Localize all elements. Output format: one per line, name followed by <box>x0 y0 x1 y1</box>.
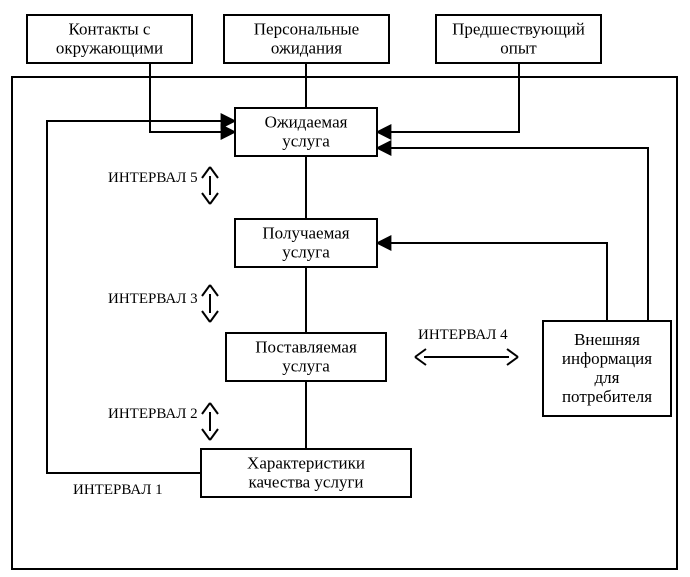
label-i2: ИНТЕРВАЛ 2 <box>108 406 198 422</box>
node-personal-line1: ожидания <box>271 39 342 58</box>
node-contacts-line1: окружающими <box>56 39 163 58</box>
node-received: Получаемаяуслуга <box>235 219 377 267</box>
darrow-i4 <box>415 349 518 365</box>
node-external: Внешняяинформациядляпотребителя <box>543 321 671 416</box>
node-prior: Предшествующийопыт <box>436 15 601 63</box>
darrow-i5 <box>202 167 218 204</box>
node-prior-line0: Предшествующий <box>452 20 585 39</box>
node-prior-line1: опыт <box>500 39 537 58</box>
node-external-line2: для <box>595 368 620 387</box>
node-received-line0: Получаемая <box>262 224 349 243</box>
node-expected-line0: Ожидаемая <box>265 113 348 132</box>
node-contacts: Контакты сокружающими <box>27 15 192 63</box>
node-delivered-line0: Поставляемая <box>255 338 357 357</box>
edge-prior-expected <box>377 63 519 132</box>
node-quality-line1: качества услуги <box>248 473 363 492</box>
node-external-line3: потребителя <box>562 387 652 406</box>
node-personal: Персональныеожидания <box>224 15 389 63</box>
label-i3: ИНТЕРВАЛ 3 <box>108 291 198 307</box>
darrow-i3 <box>202 285 218 322</box>
diagram-canvas: Контакты сокружающими Персональныеожидани… <box>0 0 690 577</box>
node-external-line1: информация <box>562 349 652 368</box>
node-delivered: Поставляемаяуслуга <box>226 333 386 381</box>
node-delivered-line1: услуга <box>282 357 330 376</box>
edge-ext-received <box>377 243 607 321</box>
node-contacts-line0: Контакты с <box>69 20 151 39</box>
node-external-line0: Внешняя <box>574 330 640 349</box>
darrow-i2 <box>202 403 218 440</box>
node-received-line1: услуга <box>282 243 330 262</box>
label-i5: ИНТЕРВАЛ 5 <box>108 170 198 186</box>
node-expected-line1: услуга <box>282 132 330 151</box>
label-i1: ИНТЕРВАЛ 1 <box>73 482 163 498</box>
label-i4: ИНТЕРВАЛ 4 <box>418 327 508 343</box>
node-quality-line0: Характеристики <box>247 454 365 473</box>
node-quality: Характеристикикачества услуги <box>201 449 411 497</box>
node-expected: Ожидаемаяуслуга <box>235 108 377 156</box>
node-personal-line0: Персональные <box>254 20 359 39</box>
